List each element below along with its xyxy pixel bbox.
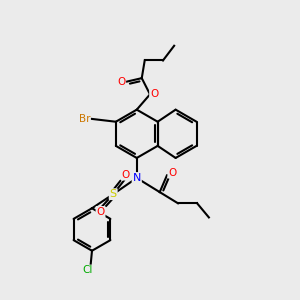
Text: O: O [96,207,105,217]
Text: O: O [122,170,130,180]
Text: S: S [110,189,117,199]
Text: O: O [168,168,176,178]
Text: O: O [117,77,125,87]
Text: O: O [150,89,158,99]
Text: Cl: Cl [82,266,93,275]
Text: N: N [133,173,141,183]
Text: Br: Br [79,114,90,124]
